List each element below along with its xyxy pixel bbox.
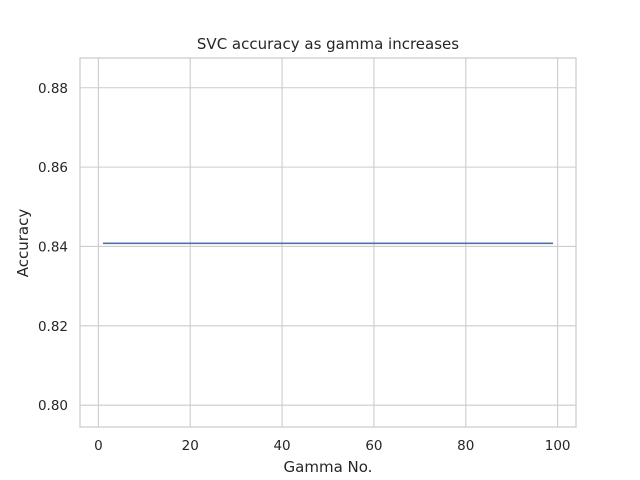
y-tick-label: 0.88 xyxy=(38,81,68,97)
y-axis-label: Accuracy xyxy=(14,209,32,278)
x-tick-label: 40 xyxy=(273,438,290,454)
chart-title: SVC accuracy as gamma increases xyxy=(197,35,459,53)
y-tick-label: 0.84 xyxy=(38,239,68,255)
x-tick-label: 60 xyxy=(365,438,382,454)
x-tick-label: 80 xyxy=(457,438,474,454)
y-tick-label: 0.80 xyxy=(38,398,68,414)
plot-frame xyxy=(79,57,577,428)
x-axis-label: Gamma No. xyxy=(284,458,373,476)
x-tick-labels: 0 20 40 60 80 100 xyxy=(94,438,570,454)
x-tick-label: 0 xyxy=(94,438,103,454)
x-tick-label: 100 xyxy=(545,438,571,454)
x-tick-label: 20 xyxy=(182,438,199,454)
y-tick-labels: 0.80 0.82 0.84 0.86 0.88 xyxy=(38,81,68,414)
y-tick-label: 0.86 xyxy=(38,160,68,176)
y-tick-label: 0.82 xyxy=(38,319,68,335)
